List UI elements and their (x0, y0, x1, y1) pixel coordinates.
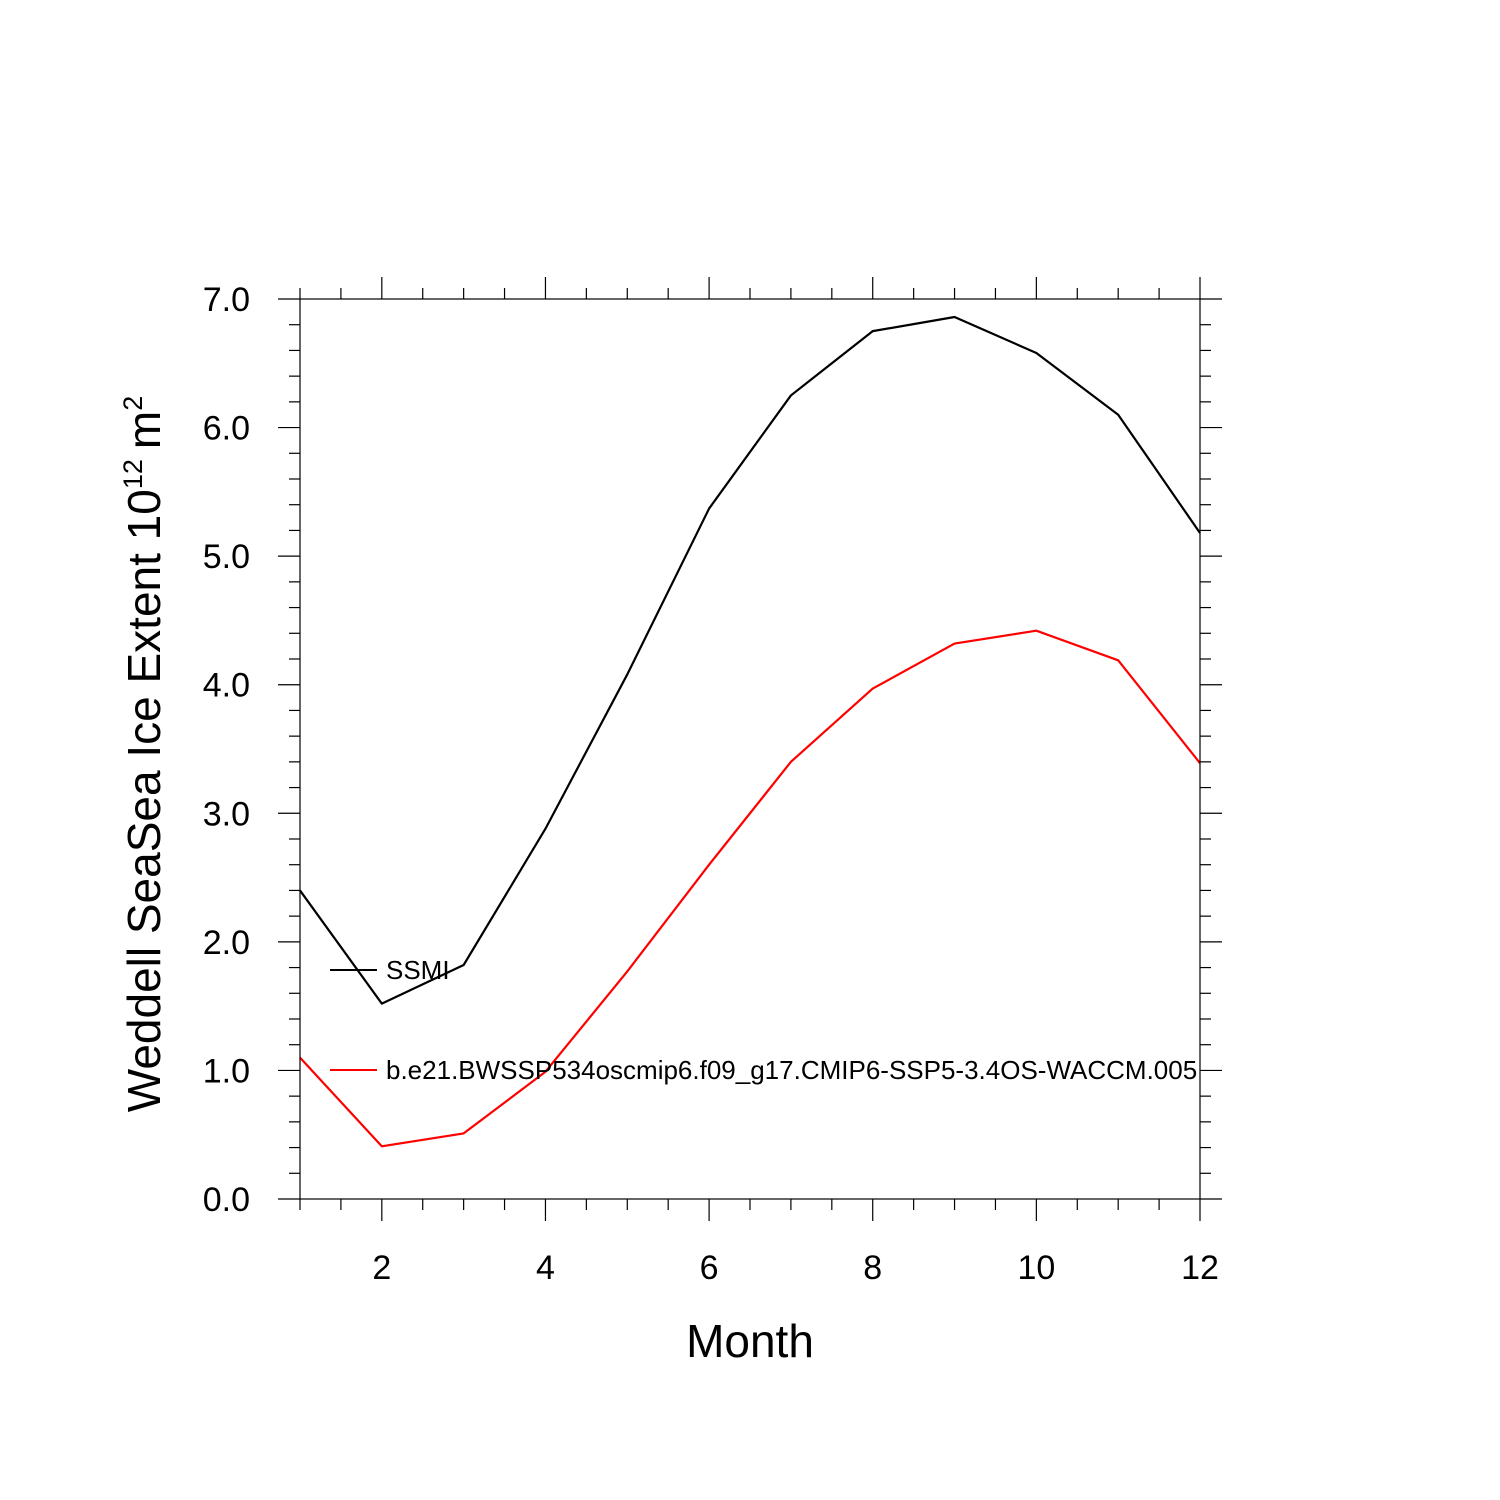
y-tick-label: 2.0 (203, 924, 250, 962)
y-axis-title-unit-exponent: 2 (118, 396, 148, 411)
y-tick-label: 5.0 (203, 538, 250, 576)
tick-labels: 2 4 6 8 10 12 0.0 1.0 2.0 3.0 4.0 5.0 6.0 7.0 (203, 281, 1219, 1287)
x-tick-label: 8 (863, 1249, 882, 1287)
x-tick-label: 4 (536, 1249, 555, 1287)
x-tick-label: 10 (1017, 1249, 1055, 1287)
y-tick-label: 4.0 (203, 667, 250, 705)
y-axis-title: Weddell SeaSea Ice Extent 1012 m2 (118, 396, 170, 1113)
x-tick-label: 12 (1181, 1249, 1219, 1287)
y-tick-label: 0.0 (203, 1181, 250, 1219)
series-line-model (299, 629, 1201, 1148)
y-axis-title-unit: m (118, 411, 170, 449)
x-tick-label: 2 (372, 1249, 391, 1287)
legend: SSMI b.e21.BWSSP534oscmip6.f09_g17.CMIP6… (330, 955, 1197, 1085)
x-axis-title: Month (686, 1315, 814, 1367)
x-tick-label: 6 (700, 1249, 719, 1287)
series-line-ssmi (299, 315, 1201, 1005)
legend-label-ssmi: SSMI (386, 955, 450, 985)
y-tick-label: 3.0 (203, 795, 250, 833)
y-tick-label: 7.0 (203, 281, 250, 319)
legend-label-model: b.e21.BWSSP534oscmip6.f09_g17.CMIP6-SSP5… (386, 1055, 1197, 1085)
plot-frame (299, 298, 1201, 1200)
y-tick-label: 6.0 (203, 410, 250, 448)
y-tick-label: 1.0 (203, 1052, 250, 1090)
y-axis-title-text: Weddell SeaSea Ice Extent 10 (118, 489, 170, 1112)
axis-ticks (278, 277, 1222, 1221)
data-series (299, 315, 1201, 1148)
y-axis-title-exponent: 12 (118, 459, 148, 489)
